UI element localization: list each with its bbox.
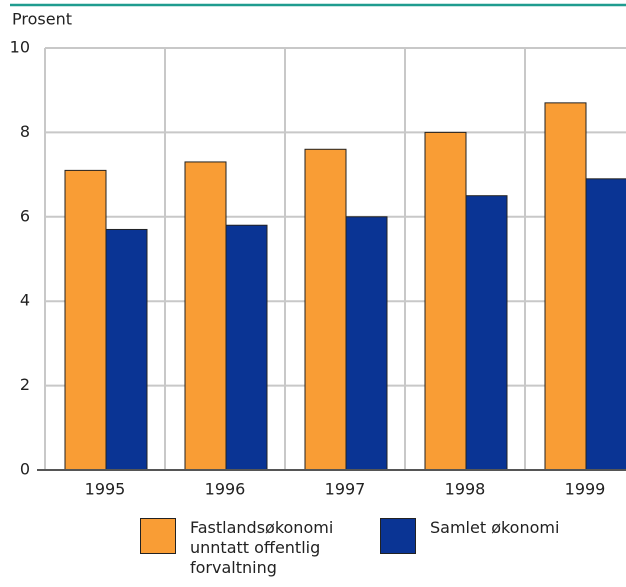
legend-item: Fastlandsøkonomi unntatt offentlig forva… <box>140 518 370 578</box>
x-tick-label: 1999 <box>565 480 606 499</box>
legend-swatch <box>140 518 176 554</box>
y-tick-label: 4 <box>20 291 30 310</box>
bar <box>465 195 508 471</box>
bar <box>64 169 107 471</box>
y-tick-label: 2 <box>20 375 30 394</box>
bar <box>345 216 388 471</box>
y-axis-label: Prosent <box>12 10 72 29</box>
x-tick-label: 1998 <box>445 480 486 499</box>
bar <box>544 102 587 471</box>
y-tick-label: 10 <box>10 38 30 57</box>
y-tick-label: 8 <box>20 122 30 141</box>
legend-label: Fastlandsøkonomi unntatt offentlig forva… <box>190 518 334 577</box>
legend-swatch <box>380 518 416 554</box>
legend-label: Samlet økonomi <box>430 518 560 537</box>
y-tick-label: 6 <box>20 206 30 225</box>
bar <box>585 178 626 471</box>
bar <box>424 131 467 471</box>
x-tick-label: 1996 <box>205 480 246 499</box>
chart: Prosent 0 2 4 6 8 10 1995 1996 1997 1998 1999 <box>10 3 626 499</box>
y-tick-label: 0 <box>20 460 30 479</box>
x-tick-label: 1995 <box>85 480 126 499</box>
bar <box>304 148 347 471</box>
x-tick-label: 1997 <box>325 480 366 499</box>
bar <box>105 228 148 471</box>
bar <box>184 161 227 471</box>
bar <box>225 224 268 471</box>
legend-item: Samlet økonomi <box>380 518 626 554</box>
